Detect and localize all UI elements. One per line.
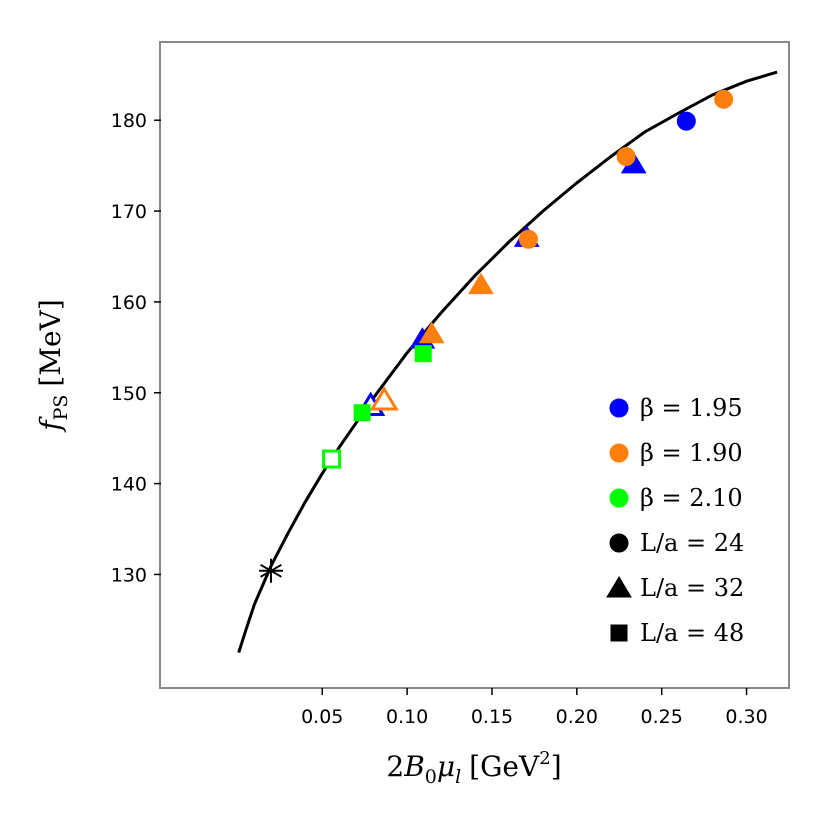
data-point-triangle — [418, 321, 445, 344]
x-tick-label: 0.10 — [386, 706, 428, 728]
legend-label: β = 1.90 — [640, 439, 743, 467]
data-point-triangle — [468, 272, 494, 295]
y-tick-label: 180 — [111, 110, 147, 132]
y-tick-label: 160 — [111, 292, 147, 314]
x-tick-label: 0.05 — [301, 706, 343, 728]
x-axis: 0.05 0.10 0.15 0.20 0.25 0.30 — [301, 688, 768, 728]
x-tick-label: 0.15 — [471, 706, 513, 728]
fit-curve — [237, 70, 778, 654]
data-point-circle — [676, 111, 696, 131]
x-tick-label: 0.20 — [556, 706, 598, 728]
data-point-triangle-open — [369, 386, 399, 411]
x-tick-label: 0.25 — [641, 706, 683, 728]
y-tick-label: 130 — [111, 564, 147, 586]
data-point-square — [414, 345, 432, 363]
physical-point-asterisk — [258, 558, 283, 583]
legend-label: β = 2.10 — [640, 484, 743, 512]
y-axis-title: fPS[MeV] — [34, 299, 72, 433]
legend: β = 1.95 β = 1.90 β = 2.10 L/a = 24 L/a = 32… — [606, 394, 744, 647]
y-axis: 130 140 150 160 170 180 — [111, 110, 161, 586]
data-point-circle — [714, 89, 734, 109]
legend-marker-circle — [609, 488, 629, 508]
legend-marker-circle — [609, 398, 629, 418]
legend-label: L/a = 24 — [640, 529, 744, 557]
y-tick-label: 170 — [111, 201, 147, 223]
x-axis-title: 2B0μl [GeV2] — [386, 748, 561, 788]
legend-label: L/a = 32 — [640, 574, 744, 602]
data-point-square-open — [322, 449, 342, 469]
data-points — [322, 89, 734, 469]
data-point-circle — [518, 229, 538, 249]
legend-marker-square — [610, 624, 628, 642]
legend-label: β = 1.95 — [640, 394, 743, 422]
data-point-square — [353, 404, 371, 422]
y-tick-label: 150 — [111, 383, 147, 405]
data-point-circle — [616, 147, 636, 167]
legend-marker-circle — [609, 533, 629, 553]
y-tick-label: 140 — [111, 474, 147, 496]
x-tick-label: 0.30 — [725, 706, 767, 728]
legend-marker-triangle — [606, 576, 632, 598]
legend-marker-circle — [609, 443, 629, 463]
legend-label: L/a = 48 — [640, 619, 744, 647]
